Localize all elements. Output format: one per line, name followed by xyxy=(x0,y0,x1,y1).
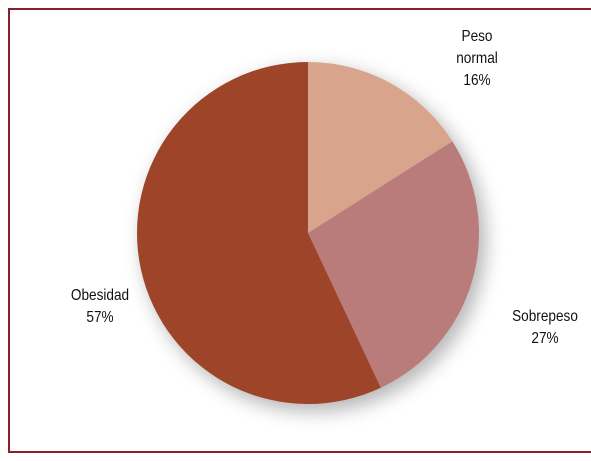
pie-slice xyxy=(308,62,453,233)
value-label: 27% xyxy=(531,330,559,347)
slice-label: Sobrepeso 27% xyxy=(503,306,588,350)
category-label: Sobrepeso xyxy=(512,308,578,325)
slice-label: Obesidad 57% xyxy=(58,285,143,329)
slice-label: Peso normal 16% xyxy=(443,26,511,92)
category-label: Obesidad xyxy=(70,287,130,304)
pie-slice xyxy=(308,141,480,388)
value-label: 57% xyxy=(86,309,114,326)
value-label: 16% xyxy=(463,72,491,89)
category-label: Peso normal xyxy=(456,28,498,67)
pie xyxy=(137,62,480,404)
pie-slice xyxy=(137,62,381,404)
